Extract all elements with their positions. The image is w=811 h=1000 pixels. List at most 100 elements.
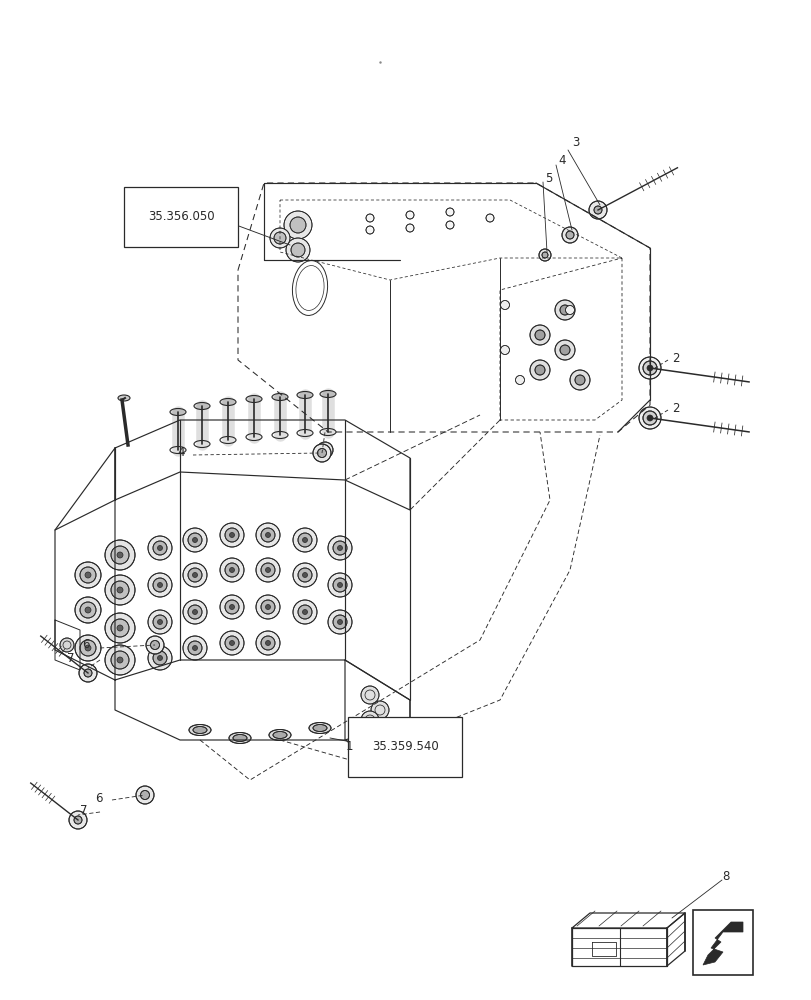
Circle shape (320, 446, 328, 454)
Circle shape (157, 619, 162, 624)
Circle shape (445, 208, 453, 216)
Circle shape (192, 646, 197, 650)
Circle shape (333, 615, 346, 629)
Circle shape (290, 243, 305, 257)
Circle shape (273, 232, 285, 244)
Ellipse shape (229, 732, 251, 744)
Circle shape (293, 600, 316, 624)
Ellipse shape (312, 724, 327, 732)
Circle shape (530, 360, 549, 380)
Circle shape (337, 582, 342, 587)
Circle shape (638, 357, 660, 379)
Text: 35.359.540: 35.359.540 (371, 740, 438, 754)
Circle shape (285, 238, 310, 262)
Circle shape (554, 340, 574, 360)
Circle shape (60, 638, 74, 652)
Circle shape (105, 575, 135, 605)
Circle shape (638, 407, 660, 429)
Circle shape (152, 615, 167, 629)
Circle shape (192, 572, 197, 578)
Circle shape (560, 345, 569, 355)
Circle shape (225, 636, 238, 650)
Circle shape (298, 605, 311, 619)
Ellipse shape (194, 402, 210, 410)
Circle shape (150, 641, 159, 650)
Text: 5: 5 (544, 172, 551, 184)
Circle shape (220, 631, 243, 655)
Circle shape (316, 442, 333, 458)
Circle shape (486, 214, 493, 222)
Circle shape (84, 669, 92, 677)
Circle shape (371, 701, 388, 719)
Circle shape (500, 346, 508, 355)
Circle shape (530, 325, 549, 345)
Circle shape (148, 573, 172, 597)
Circle shape (146, 636, 164, 654)
Ellipse shape (272, 393, 288, 400)
Circle shape (265, 604, 270, 609)
Circle shape (117, 625, 122, 631)
Text: 1: 1 (345, 740, 353, 754)
Circle shape (260, 600, 275, 614)
Circle shape (111, 546, 129, 564)
Circle shape (255, 595, 280, 619)
Circle shape (148, 646, 172, 670)
Circle shape (220, 595, 243, 619)
Polygon shape (702, 922, 742, 965)
Circle shape (260, 563, 275, 577)
Circle shape (69, 811, 87, 829)
Circle shape (303, 572, 307, 578)
Circle shape (298, 568, 311, 582)
Text: 7: 7 (67, 652, 75, 664)
Circle shape (111, 651, 129, 669)
Circle shape (561, 227, 577, 243)
Circle shape (85, 645, 91, 651)
Circle shape (117, 552, 122, 558)
Circle shape (366, 214, 374, 222)
Circle shape (293, 528, 316, 552)
Circle shape (75, 635, 101, 661)
Circle shape (188, 605, 202, 619)
Circle shape (298, 533, 311, 547)
Circle shape (230, 641, 234, 646)
Circle shape (564, 306, 574, 314)
Circle shape (105, 613, 135, 643)
Ellipse shape (297, 391, 312, 398)
Bar (692, 910, 752, 975)
Circle shape (303, 609, 307, 614)
Circle shape (182, 636, 207, 660)
Circle shape (225, 600, 238, 614)
Circle shape (192, 538, 197, 542)
Circle shape (265, 568, 270, 572)
Circle shape (574, 375, 584, 385)
Circle shape (366, 226, 374, 234)
Circle shape (560, 305, 569, 315)
Circle shape (328, 610, 351, 634)
Text: 3: 3 (571, 136, 579, 149)
Circle shape (317, 448, 326, 458)
Text: 35.356.050: 35.356.050 (148, 211, 214, 224)
Circle shape (361, 711, 379, 729)
Circle shape (642, 361, 656, 375)
Circle shape (565, 231, 573, 239)
Circle shape (80, 567, 96, 583)
Circle shape (192, 609, 197, 614)
Circle shape (265, 532, 270, 538)
Circle shape (337, 546, 342, 550)
Circle shape (74, 816, 82, 824)
Circle shape (117, 587, 122, 593)
Circle shape (220, 558, 243, 582)
Ellipse shape (220, 398, 236, 406)
Circle shape (188, 641, 202, 655)
Circle shape (225, 528, 238, 542)
Circle shape (85, 572, 91, 578)
Circle shape (328, 573, 351, 597)
Circle shape (293, 563, 316, 587)
Text: 4: 4 (178, 446, 185, 458)
Circle shape (642, 411, 656, 425)
Ellipse shape (246, 395, 262, 402)
Circle shape (539, 249, 551, 261)
Circle shape (111, 619, 129, 637)
Circle shape (646, 365, 652, 371)
Ellipse shape (320, 390, 336, 397)
